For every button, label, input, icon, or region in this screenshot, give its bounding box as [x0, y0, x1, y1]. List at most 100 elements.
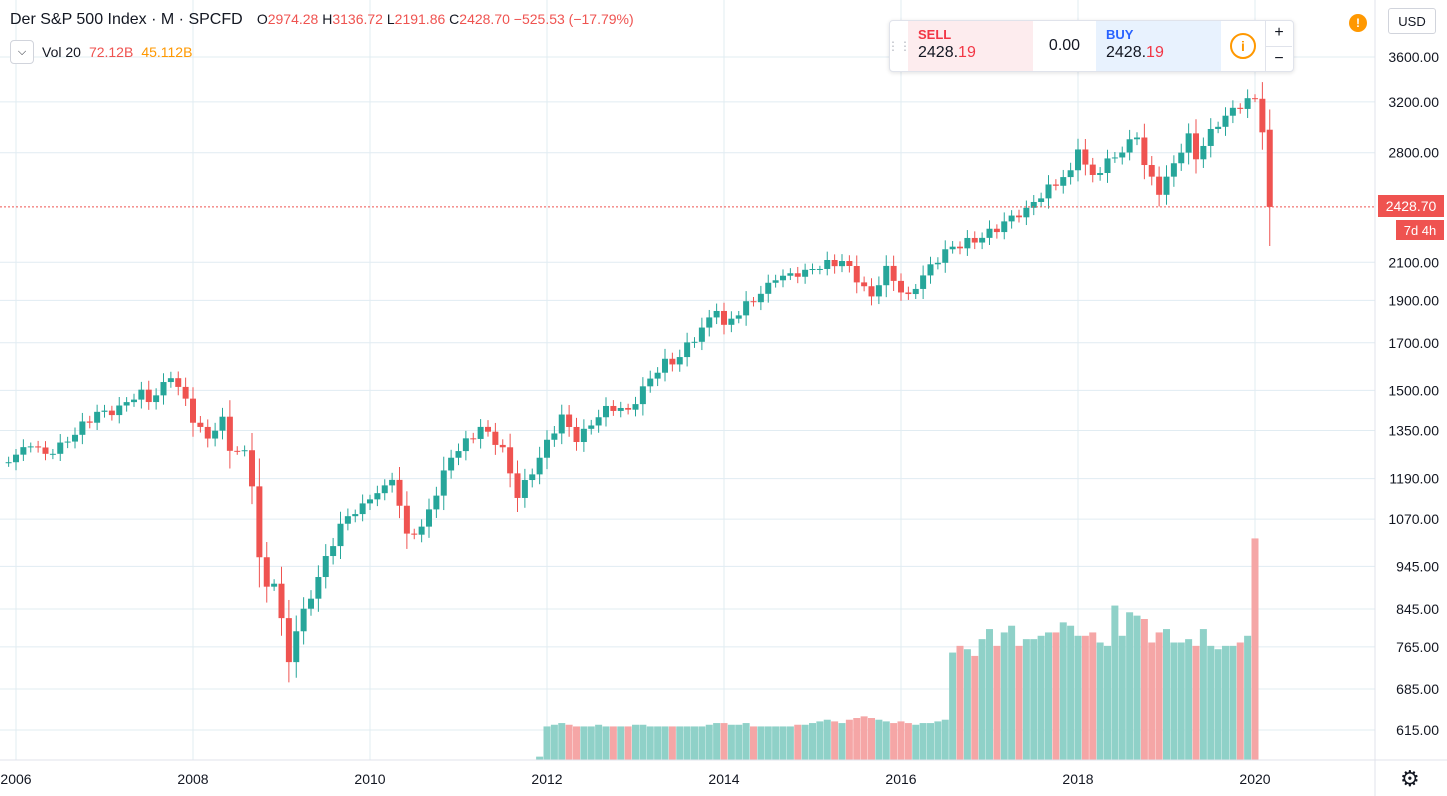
candle-body — [367, 499, 373, 504]
volume-bar — [565, 724, 573, 760]
candle-body — [433, 495, 440, 510]
price-tick-label: 1070.00 — [1388, 511, 1439, 527]
candle-body — [308, 598, 314, 609]
candle-body — [79, 421, 86, 435]
candle-body — [1045, 184, 1052, 199]
sell-button[interactable]: SELL 2428.19 — [908, 21, 1033, 71]
volume-bar — [1045, 632, 1052, 760]
candle-body — [964, 237, 971, 249]
candle-body — [13, 454, 19, 463]
candle-body — [300, 608, 307, 632]
candle-body — [448, 457, 455, 471]
currency-selector[interactable]: USD — [1388, 8, 1436, 34]
zoom-in-button[interactable]: + — [1266, 21, 1292, 47]
candle-body — [603, 405, 609, 418]
warning-icon[interactable]: ! — [1349, 14, 1367, 32]
candle-body — [654, 372, 661, 379]
candle-body — [381, 485, 388, 494]
candle-body — [285, 618, 292, 663]
volume-bar — [1089, 632, 1097, 760]
volume-bar — [595, 724, 603, 760]
candle-body — [278, 583, 285, 619]
volume-bar — [1067, 625, 1075, 760]
candle-body — [536, 457, 543, 475]
candle-body — [765, 282, 772, 294]
price-tick-label: 685.00 — [1396, 681, 1439, 697]
volume-bar — [890, 723, 898, 760]
candle-body — [934, 262, 941, 265]
candle-body — [1016, 215, 1022, 218]
volume-bar — [860, 716, 868, 760]
candle-body — [639, 386, 646, 405]
candle-body — [234, 450, 241, 452]
volume-bar — [691, 726, 698, 760]
volume-bar — [956, 645, 964, 760]
candle-body — [1156, 176, 1163, 195]
candle-body — [580, 428, 587, 443]
volume-bar — [602, 726, 610, 760]
volume-bar — [1104, 645, 1111, 760]
candle-body — [49, 453, 56, 455]
candle-body — [551, 433, 558, 440]
candle-body — [1097, 173, 1104, 175]
candle-body — [780, 275, 786, 281]
candle-body — [1119, 152, 1126, 158]
volume-bar — [676, 726, 684, 760]
volume-bar — [550, 724, 558, 760]
candle-body — [971, 237, 978, 243]
candle-body — [352, 514, 359, 517]
volume-bar — [1192, 645, 1200, 760]
volume-bar — [654, 726, 662, 760]
volume-bar — [587, 726, 595, 760]
time-axis: 2006 2008 2010 2012 2014 2016 2018 2020 — [0, 771, 1270, 787]
candle-body — [263, 557, 270, 587]
volume-bar — [912, 724, 920, 760]
volume-bar — [1037, 635, 1045, 760]
candle-body — [1038, 198, 1045, 202]
high-label: H — [322, 11, 333, 27]
candle-body — [197, 422, 204, 427]
price-tick-label: 2800.00 — [1388, 145, 1439, 161]
volume-bar — [720, 723, 728, 760]
candle-body — [1126, 139, 1133, 153]
info-button[interactable]: i — [1221, 21, 1265, 71]
candle-body — [389, 479, 396, 486]
candle-body — [160, 382, 167, 396]
candle-body — [942, 249, 949, 263]
candle-body — [993, 228, 1000, 233]
candle-body — [426, 509, 432, 527]
candle-body — [647, 378, 654, 387]
candle-body — [816, 268, 823, 270]
volume-bar — [624, 726, 632, 760]
volume-bar — [683, 726, 691, 760]
buy-button[interactable]: BUY 2428.19 — [1096, 21, 1221, 71]
volume-bar — [1133, 615, 1141, 760]
candle-body — [839, 261, 845, 267]
gear-icon[interactable]: ⚙ — [1400, 766, 1420, 791]
candle-body — [182, 386, 189, 399]
volume-bar — [609, 726, 617, 760]
drag-handle-icon[interactable]: ⋮⋮ — [887, 39, 911, 53]
volume-bar — [875, 719, 883, 760]
candle-body — [116, 405, 123, 416]
volume-bar — [845, 719, 853, 760]
candle-body — [721, 310, 727, 325]
volume-bar — [1251, 538, 1259, 760]
candle-body — [108, 410, 115, 416]
candle-body — [411, 533, 418, 535]
volume-bar — [558, 723, 566, 760]
volume-value: 72.12B — [88, 44, 134, 60]
last-price-label: 2428.70 — [1378, 195, 1444, 217]
buy-price: 2428.19 — [1106, 44, 1164, 61]
time-tick-label: 2006 — [0, 771, 31, 787]
volume-bar — [986, 629, 993, 760]
volume-bar — [1199, 629, 1207, 760]
chevron-down-icon[interactable]: ⌵ — [10, 40, 34, 64]
zoom-out-button[interactable]: − — [1274, 49, 1284, 67]
candle-body — [492, 431, 499, 445]
volume-bar — [1111, 605, 1119, 760]
candle-body — [698, 327, 705, 342]
candle-body — [595, 417, 602, 426]
candle-body — [610, 405, 617, 411]
